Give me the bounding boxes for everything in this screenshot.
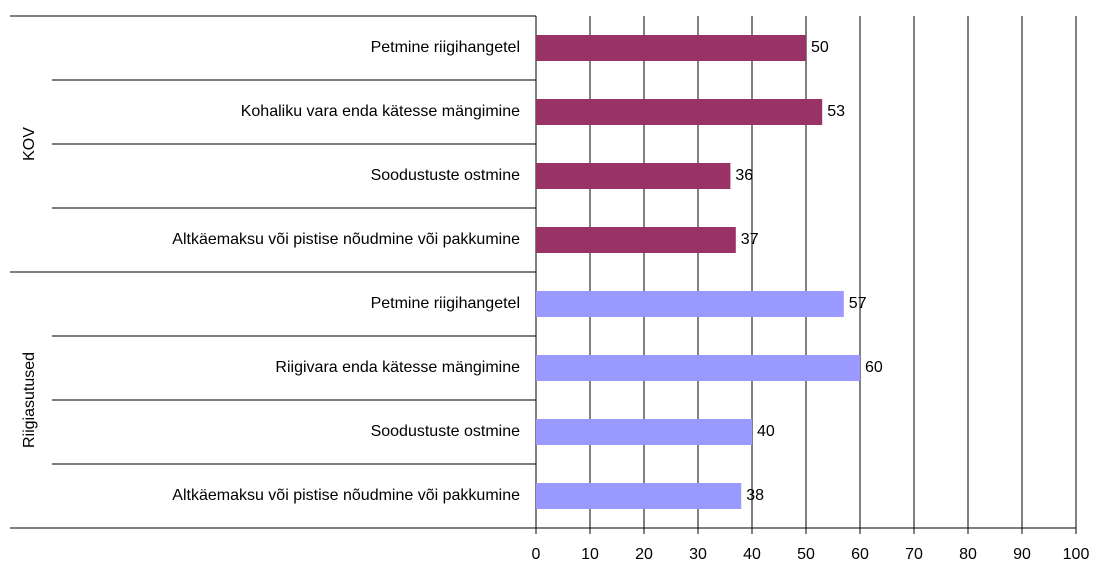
bar	[536, 291, 844, 317]
data-label: 37	[741, 231, 759, 248]
data-label: 38	[746, 487, 764, 504]
y-tick-label: Riigivara enda kätesse mängimine	[275, 359, 520, 376]
bar	[536, 35, 806, 61]
x-tick-label: 10	[581, 546, 599, 563]
bar	[536, 99, 823, 125]
y-tick-label: Petmine riigihangetel	[371, 39, 520, 56]
x-tick-label: 50	[797, 546, 815, 563]
data-label: 57	[849, 295, 867, 312]
bar	[536, 419, 752, 445]
y-tick-label: Soodustuste ostmine	[371, 423, 521, 440]
y-tick-label: Petmine riigihangetel	[371, 295, 520, 312]
x-tick-label: 20	[635, 546, 653, 563]
y-tick-label: Soodustuste ostmine	[371, 167, 521, 184]
x-tick-label: 70	[905, 546, 923, 563]
data-label: 36	[735, 167, 753, 184]
bar	[536, 163, 731, 189]
x-tick-label: 30	[689, 546, 707, 563]
y-tick-label: Kohaliku vara enda kätesse mängimine	[241, 103, 520, 120]
group-label: KOV	[21, 127, 38, 161]
x-tick-label: 60	[851, 546, 869, 563]
x-tick-label: 80	[959, 546, 977, 563]
data-label: 53	[827, 103, 845, 120]
bar	[536, 355, 860, 381]
y-tick-label: Altkäemaksu või pistise nõudmine või pak…	[172, 231, 520, 248]
data-label: 40	[757, 423, 775, 440]
data-label: 50	[811, 39, 829, 56]
y-tick-label: Altkäemaksu või pistise nõudmine või pak…	[172, 487, 520, 504]
bar	[536, 483, 742, 509]
x-tick-label: 100	[1063, 546, 1090, 563]
group-label: Riigiasutused	[21, 352, 38, 448]
bar	[536, 227, 736, 253]
data-label: 60	[865, 359, 883, 376]
x-tick-label: 0	[532, 546, 541, 563]
x-tick-label: 40	[743, 546, 761, 563]
x-tick-label: 90	[1013, 546, 1031, 563]
